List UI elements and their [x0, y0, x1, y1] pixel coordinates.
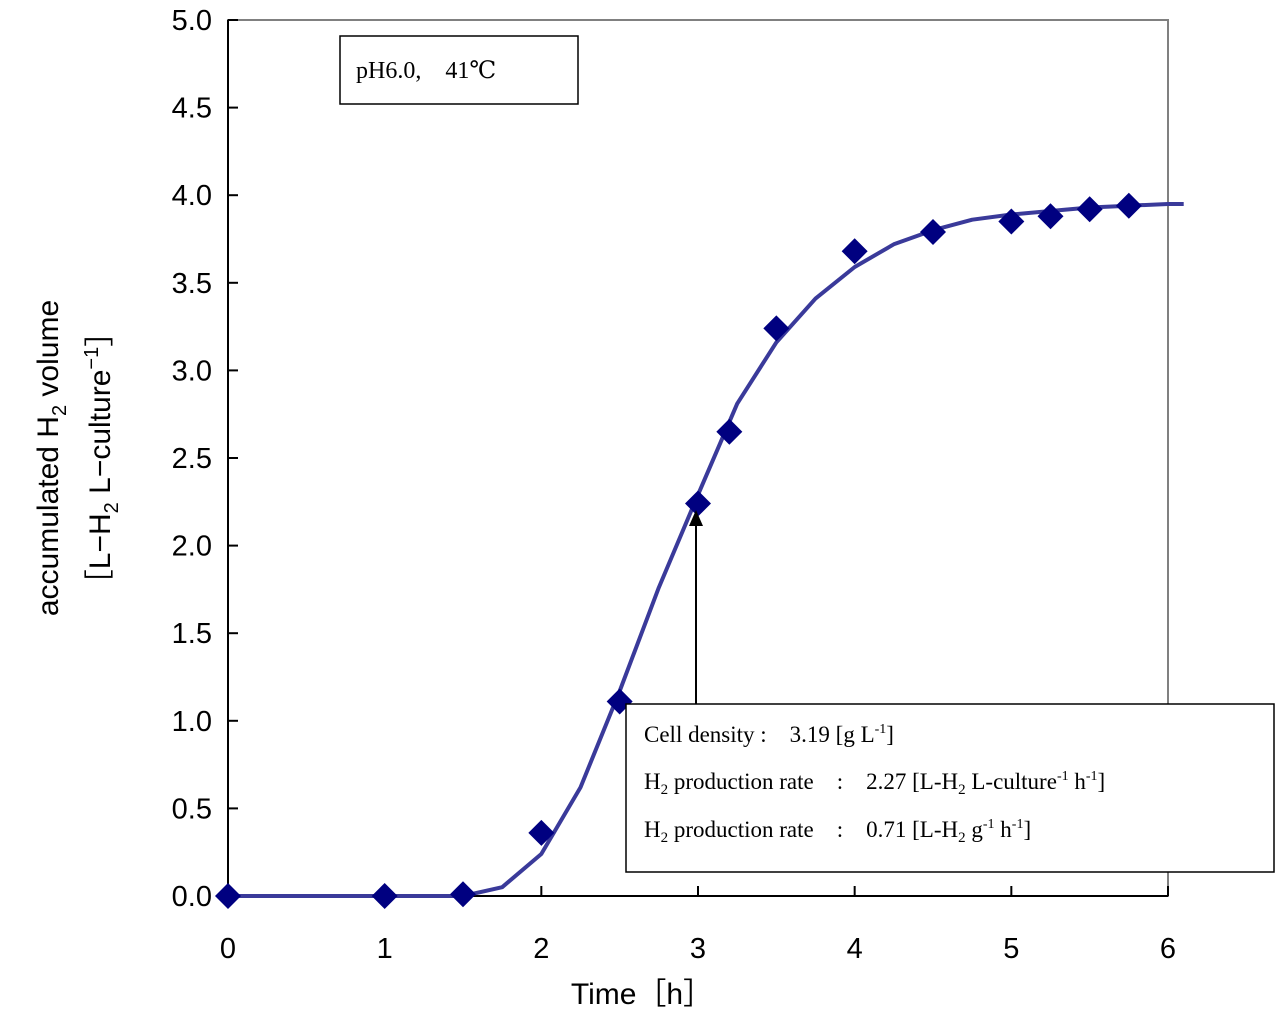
data-point-marker — [1037, 203, 1064, 230]
y-tick-label: 3.0 — [172, 355, 212, 387]
condition-label-box: pH6.0, 41℃ — [339, 35, 579, 105]
y-tick-label: 4.5 — [172, 93, 212, 125]
y-axis-title-line1: accumulated H2 volume — [32, 300, 71, 616]
data-point-marker — [716, 418, 743, 445]
x-tick-label: 3 — [690, 933, 706, 965]
data-points-group — [215, 192, 1142, 909]
x-tick-label: 6 — [1160, 933, 1176, 965]
y-axis-unit: ［L−H2 L−culture−1］ — [81, 317, 123, 599]
y-tick-label: 1.0 — [172, 706, 212, 738]
y-tick-label: 0.5 — [172, 793, 212, 825]
fit-curve-group — [228, 202, 1184, 898]
data-point-marker — [215, 883, 241, 909]
cell-density-text: Cell density : 3.19 [g L-1] — [644, 722, 894, 747]
x-tick-label: 5 — [1003, 933, 1019, 965]
annotation-arrow — [689, 510, 703, 704]
rates-info-box: Cell density : 3.19 [g L-1] H2 productio… — [625, 703, 1275, 873]
y-tick-label: 2.5 — [172, 443, 212, 475]
condition-text: pH6.0, 41℃ — [356, 58, 496, 84]
data-point-marker — [763, 315, 790, 342]
x-tick-label: 2 — [533, 933, 549, 965]
data-point-marker — [998, 208, 1025, 235]
x-tick-label: 1 — [377, 933, 393, 965]
y-tick-label: 0.0 — [172, 881, 212, 913]
axis-ticks: 0.0 0.5 1.0 1.5 2.0 2.5 3.0 3.5 4.0 4.5 5.0 0 1 2 3 4 5 6 — [172, 5, 1176, 965]
y-axis-title-line2: ［L−H2 L−culture−1］ — [81, 317, 123, 599]
y-axis-title: accumulated H2 volume — [32, 300, 71, 616]
x-tick-label: 4 — [847, 933, 863, 965]
data-point-marker — [1076, 196, 1103, 223]
y-tick-label: 4.0 — [172, 180, 212, 212]
volumetric-rate-text: H2 production rate : 2.27 [L-H2 L-cultur… — [644, 769, 1105, 798]
data-point-marker — [528, 819, 555, 846]
fit-curve-line — [228, 202, 1184, 898]
x-tick-label: 0 — [220, 933, 236, 965]
arrow-head-icon — [689, 510, 703, 526]
data-point-marker — [685, 490, 711, 517]
y-tick-label: 2.0 — [172, 531, 212, 563]
y-tick-label: 3.5 — [172, 268, 212, 300]
y-tick-label: 5.0 — [172, 5, 212, 37]
specific-rate-text: H2 production rate : 0.71 [L-H2 g-1 h-1] — [644, 817, 1031, 846]
data-point-marker — [450, 881, 476, 908]
data-point-marker — [1115, 192, 1142, 219]
x-axis-title: Time［h］ — [571, 978, 713, 1011]
data-point-marker — [920, 218, 946, 245]
data-point-marker — [371, 883, 398, 909]
data-point-marker — [841, 238, 868, 265]
y-tick-label: 1.5 — [172, 618, 212, 650]
